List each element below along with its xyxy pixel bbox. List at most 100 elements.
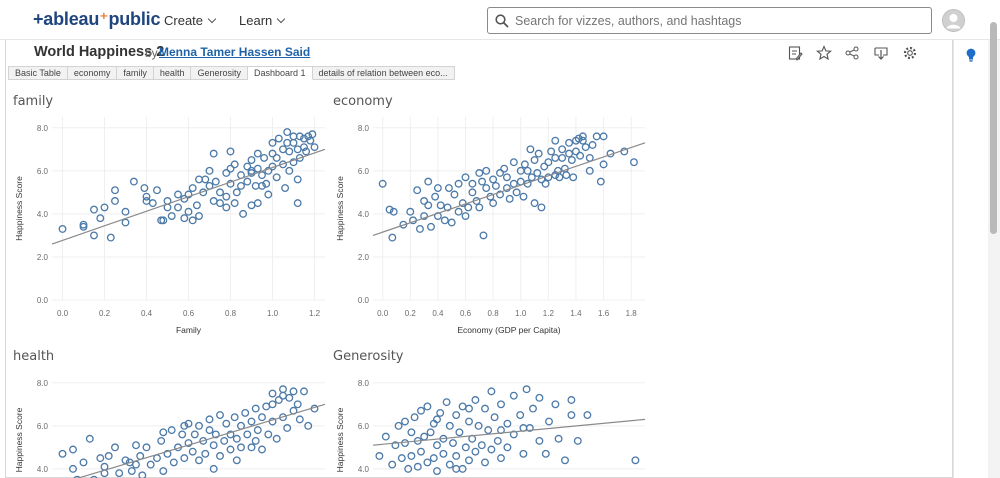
data-point: [253, 164, 262, 173]
data-point: [157, 436, 166, 445]
share-icon[interactable]: [844, 45, 860, 61]
author-link[interactable]: Menna Tamer Hassen Said: [159, 45, 311, 59]
x-tick-label: 0.8: [488, 309, 500, 318]
data-point: [251, 436, 260, 445]
download-icon[interactable]: [873, 45, 889, 61]
data-point: [274, 134, 283, 143]
data-point: [111, 443, 119, 452]
data-point: [420, 212, 429, 220]
data-point: [253, 149, 262, 158]
x-tick-label: 0.0: [377, 309, 389, 318]
data-point: [104, 452, 113, 460]
data-point: [551, 400, 560, 409]
tableau-public-logo[interactable]: +ableau⁺public: [33, 9, 160, 30]
chart-title-generosity: Generosity: [333, 349, 404, 364]
sheet-tabs: Basic Table economy family health Genero…: [8, 66, 455, 80]
learn-menu[interactable]: Learn: [239, 13, 286, 28]
lightbulb-icon[interactable]: [966, 48, 976, 63]
data-point: [427, 222, 435, 231]
data-point: [300, 387, 308, 396]
data-point: [493, 436, 502, 445]
viz-by-label: by: [145, 46, 158, 60]
y-tick-label: 2.0: [358, 253, 370, 262]
favorite-star-icon[interactable]: [816, 45, 832, 61]
data-point: [496, 190, 504, 199]
data-point: [69, 445, 77, 454]
tab-economy[interactable]: economy: [67, 66, 118, 80]
data-point: [293, 175, 302, 184]
data-point: [423, 402, 432, 411]
data-point: [195, 421, 203, 430]
data-point: [565, 138, 574, 147]
y-tick-label: 8.0: [37, 124, 49, 133]
data-point: [541, 449, 550, 458]
data-point: [216, 199, 224, 208]
data-point: [310, 143, 319, 152]
tab-details-relation[interactable]: details of relation between eco...: [312, 66, 455, 80]
data-point: [293, 145, 302, 154]
y-tick-label: 8.0: [358, 379, 370, 388]
data-point: [100, 203, 109, 212]
data-point: [239, 209, 248, 218]
tab-health[interactable]: health: [153, 66, 192, 80]
data-point: [174, 203, 182, 212]
y-axis-label: Happiness Score: [335, 176, 345, 241]
data-point: [479, 231, 488, 240]
x-tick-label: 1.6: [598, 309, 610, 318]
data-point: [522, 385, 531, 394]
data-point: [241, 408, 250, 417]
data-point: [478, 177, 487, 186]
y-axis-label: Happiness Score: [14, 407, 24, 472]
tab-family[interactable]: family: [117, 66, 154, 80]
tab-generosity[interactable]: Generosity: [191, 66, 248, 80]
data-point: [142, 443, 151, 452]
data-point: [565, 149, 574, 158]
data-point: [184, 439, 193, 447]
data-point: [465, 417, 473, 426]
data-point: [378, 179, 387, 188]
data-point: [420, 197, 429, 205]
create-menu-label: Create: [164, 13, 204, 28]
scrollbar-thumb[interactable]: [990, 22, 997, 234]
user-avatar[interactable]: [942, 9, 965, 32]
data-point: [533, 169, 542, 177]
data-point: [436, 408, 445, 417]
data-point: [222, 169, 231, 177]
data-point: [433, 415, 441, 424]
data-point: [188, 216, 197, 225]
data-point: [530, 156, 539, 165]
data-point: [295, 132, 304, 141]
data-point: [90, 475, 98, 478]
data-point: [526, 145, 535, 154]
data-point: [420, 432, 429, 441]
data-point: [415, 225, 424, 233]
data-point: [264, 430, 273, 439]
data-point: [190, 430, 199, 439]
data-point: [471, 396, 480, 404]
y-tick-label: 4.0: [37, 465, 49, 474]
data-point: [237, 181, 245, 190]
tab-basic-table[interactable]: Basic Table: [8, 66, 68, 80]
create-menu[interactable]: Create: [164, 13, 217, 28]
data-point: [205, 415, 214, 424]
data-point: [385, 205, 394, 214]
tab-dashboard-1[interactable]: Dashboard 1: [247, 66, 313, 80]
data-point: [184, 419, 193, 428]
data-point: [279, 160, 287, 169]
data-point: [180, 421, 189, 430]
data-point: [477, 441, 486, 450]
data-point: [174, 190, 182, 199]
settings-gear-icon[interactable]: [902, 45, 918, 61]
data-point: [279, 391, 287, 400]
edit-icon[interactable]: [787, 45, 803, 61]
search-input[interactable]: [515, 12, 915, 30]
data-point: [253, 426, 262, 435]
data-point: [205, 166, 214, 175]
data-point: [509, 391, 518, 400]
data-point: [464, 203, 473, 212]
x-tick-label: 0.6: [183, 309, 195, 318]
data-point: [596, 177, 605, 186]
y-tick-label: 4.0: [358, 465, 370, 474]
data-point: [283, 424, 292, 432]
